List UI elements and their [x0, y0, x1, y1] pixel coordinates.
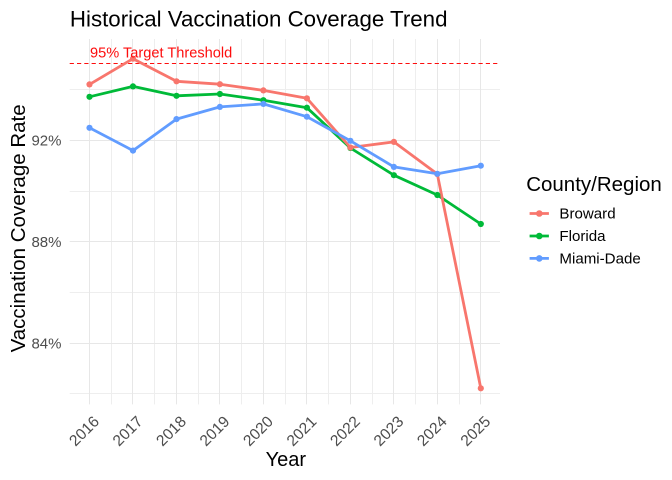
svg-text:Year: Year	[266, 449, 307, 471]
svg-text:Historical Vaccination Coverag: Historical Vaccination Coverage Trend	[70, 7, 448, 32]
svg-text:88%: 88%	[31, 234, 61, 251]
svg-text:Miami-Dade: Miami-Dade	[559, 250, 640, 267]
svg-text:84%: 84%	[31, 336, 61, 353]
svg-text:County/Region: County/Region	[526, 173, 662, 196]
svg-text:Vaccination Coverage Rate: Vaccination Coverage Rate	[7, 104, 30, 352]
svg-text:92%: 92%	[31, 133, 61, 150]
svg-text:Broward: Broward	[559, 205, 615, 222]
svg-text:Florida: Florida	[559, 228, 606, 245]
svg-text:95% Target Threshold: 95% Target Threshold	[90, 46, 232, 62]
